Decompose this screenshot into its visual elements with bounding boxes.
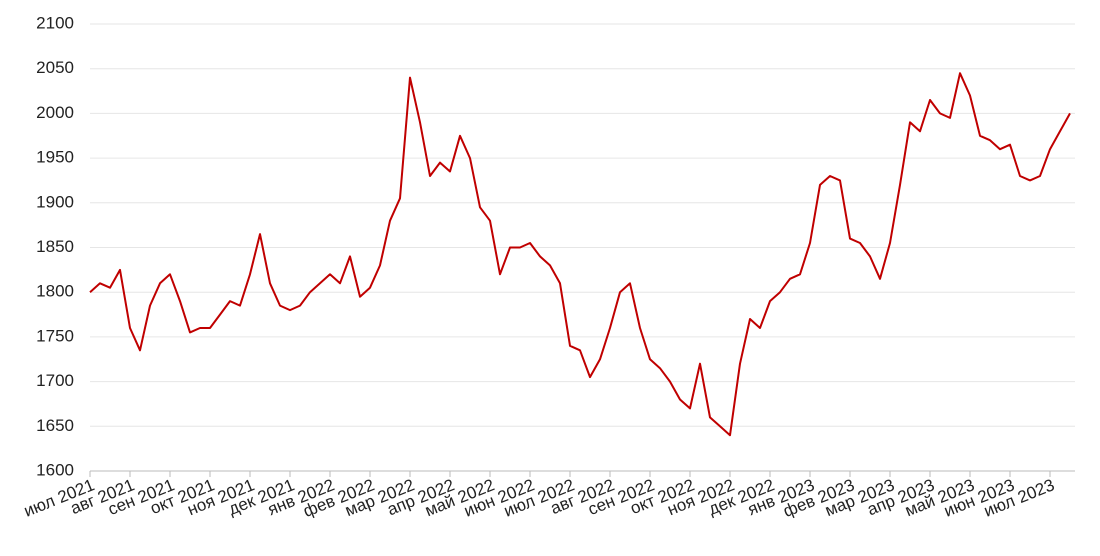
y-tick-label: 1800	[36, 282, 74, 301]
y-tick-label: 1650	[36, 416, 74, 435]
y-tick-label: 2050	[36, 58, 74, 77]
y-tick-label: 1600	[36, 460, 74, 479]
y-tick-label: 1850	[36, 237, 74, 256]
y-tick-label: 2000	[36, 103, 74, 122]
line	[89, 72, 1071, 437]
y-tick-label: 1900	[36, 192, 74, 211]
y-tick-label: 1950	[36, 148, 74, 167]
y-tick-label: 2100	[36, 13, 74, 32]
y-tick-label: 1700	[36, 371, 74, 390]
y-tick-label: 1750	[36, 326, 74, 345]
